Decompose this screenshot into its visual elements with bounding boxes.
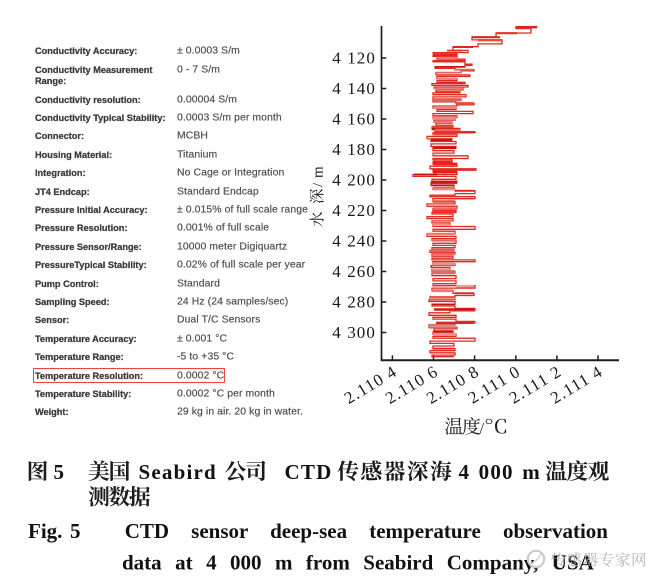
svg-text:4 140: 4 140 <box>332 79 376 98</box>
svg-text:4 200: 4 200 <box>332 171 376 190</box>
svg-text:m: m <box>311 166 327 178</box>
svg-text:4 280: 4 280 <box>332 293 376 312</box>
svg-text:Seabird: Seabird <box>139 460 217 484</box>
svg-text:4 160: 4 160 <box>332 110 376 129</box>
svg-text:4 260: 4 260 <box>332 262 376 281</box>
svg-text:data at 4 000 m from Seabird C: data at 4 000 m from Seabird Company, US… <box>122 551 595 575</box>
svg-text:4 300: 4 300 <box>332 323 376 342</box>
svg-text:CTD sensor deep-sea temperatur: CTD sensor deep-sea temperature observat… <box>125 519 609 543</box>
svg-text:/: / <box>480 420 485 437</box>
svg-text:Fig.: Fig. <box>28 519 62 543</box>
svg-text:4 180: 4 180 <box>332 140 376 159</box>
svg-text:4 220: 4 220 <box>332 201 376 220</box>
svg-text:/: / <box>311 182 327 187</box>
svg-text:5: 5 <box>54 460 66 484</box>
svg-text:5: 5 <box>70 519 81 543</box>
svg-text:4 120: 4 120 <box>332 49 376 68</box>
svg-text:4 000 m: 4 000 m <box>459 460 541 484</box>
svg-text:4 240: 4 240 <box>332 232 376 251</box>
svg-text:CTD: CTD <box>285 460 333 484</box>
